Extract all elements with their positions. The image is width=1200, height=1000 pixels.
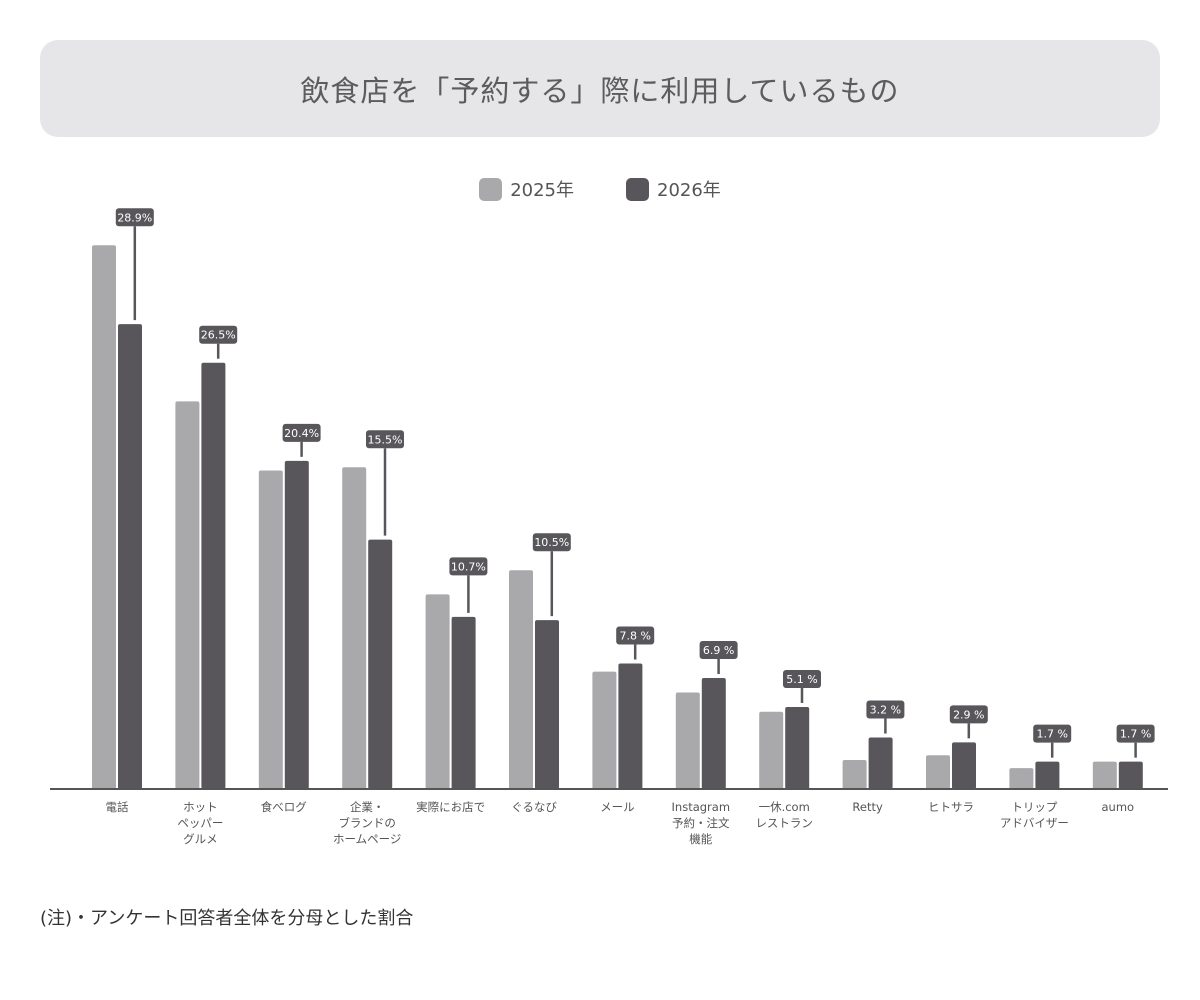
- category-label-5: ぐるなび: [511, 800, 557, 814]
- bar-2026-8: [785, 706, 810, 789]
- bar-2026-2: [284, 460, 309, 789]
- bar-2026-10: [952, 742, 976, 789]
- category-label-7: Instagram 予約・注文機能: [672, 800, 731, 846]
- category-label-12: aumo: [1102, 800, 1135, 814]
- data-label-box-12: [1116, 724, 1155, 743]
- bar-2025-1: [175, 401, 200, 789]
- data-label-box-10: [949, 705, 988, 724]
- category-label-10: ヒトサラ: [928, 800, 974, 814]
- category-label-11: トリップアドバイザー: [1000, 800, 1069, 830]
- legend-swatch-2026: [626, 177, 649, 201]
- category-label-9: Retty: [852, 800, 883, 814]
- bar-2026-11: [1035, 761, 1060, 789]
- category-label-1: ホットペッパーグルメ: [177, 800, 223, 846]
- legend-label-2025: 2025年: [510, 180, 574, 201]
- bar-2026-9: [868, 737, 893, 789]
- data-label-3: 15.5%: [368, 433, 403, 446]
- bar-2025-9: [842, 760, 867, 789]
- data-label-box-7: [699, 641, 738, 660]
- data-label-11: 1.7 %: [1036, 728, 1067, 741]
- data-label-10: 2.9 %: [953, 708, 984, 721]
- footnote: (注)・アンケート回答者全体を分母とした割合: [40, 908, 414, 929]
- category-label-0: 電話: [106, 800, 129, 814]
- data-label-box-2: [282, 423, 321, 442]
- legend-label-2026: 2026年: [657, 180, 721, 201]
- data-label-box-9: [866, 700, 905, 719]
- data-label-box-3: [366, 430, 404, 449]
- data-label-box-4: [449, 557, 488, 576]
- bar-2025-10: [926, 755, 950, 789]
- data-label-box-0: [115, 208, 154, 227]
- bar-2026-12: [1118, 761, 1143, 789]
- chart-title: 飲食店を「予約する」際に利用しているもの: [300, 73, 900, 108]
- data-label-box-11: [1033, 724, 1072, 743]
- bar-2026-0: [118, 324, 142, 789]
- bar-2025-3: [342, 467, 367, 789]
- chart-title-box: 飲食店を「予約する」際に利用しているもの: [40, 40, 1160, 137]
- bar-2025-11: [1009, 768, 1034, 789]
- data-label-12: 1.7 %: [1120, 728, 1151, 741]
- data-label-2: 20.4%: [284, 427, 319, 440]
- data-label-7: 6.9 %: [703, 644, 734, 657]
- data-label-1: 26.5%: [201, 329, 236, 342]
- category-label-2: 食べログ: [261, 800, 307, 814]
- category-label-6: メール: [600, 800, 635, 814]
- data-label-box-1: [199, 325, 238, 344]
- legend-swatch-2025: [479, 177, 503, 201]
- legend: 2025年 2026年: [0, 176, 1200, 202]
- bar-2026-5: [535, 620, 559, 789]
- bar-2025-4: [425, 594, 450, 789]
- data-label-6: 7.8 %: [619, 630, 650, 643]
- bar-2026-3: [368, 539, 393, 789]
- data-label-box-5: [532, 533, 571, 552]
- legend-item-2026: 2026年: [626, 176, 721, 202]
- data-label-0: 28.9%: [117, 211, 152, 224]
- category-label-3: 企業・ブランドのホームページ: [333, 800, 401, 846]
- data-label-4: 10.7%: [451, 560, 486, 573]
- bar-2025-0: [92, 245, 116, 789]
- data-label-box-6: [616, 626, 655, 645]
- bar-2026-7: [701, 678, 726, 789]
- bar-2025-7: [675, 692, 700, 789]
- data-label-box-8: [783, 669, 821, 688]
- bar-2025-5: [509, 570, 533, 789]
- bar-2026-4: [451, 616, 476, 789]
- category-label-4: 実際にお店で: [416, 800, 485, 814]
- bar-2025-2: [258, 470, 283, 789]
- data-label-5: 10.5%: [534, 536, 569, 549]
- bar-2025-8: [759, 711, 784, 789]
- bar-2026-6: [618, 663, 643, 789]
- category-label-8: 一休.com レストラン: [755, 800, 813, 830]
- data-label-8: 5.1 %: [786, 673, 817, 686]
- bar-2025-6: [592, 671, 617, 789]
- bar-2025-12: [1092, 761, 1117, 789]
- legend-item-2025: 2025年: [479, 176, 574, 202]
- data-label-9: 3.2 %: [870, 704, 901, 717]
- bar-2026-1: [201, 362, 226, 789]
